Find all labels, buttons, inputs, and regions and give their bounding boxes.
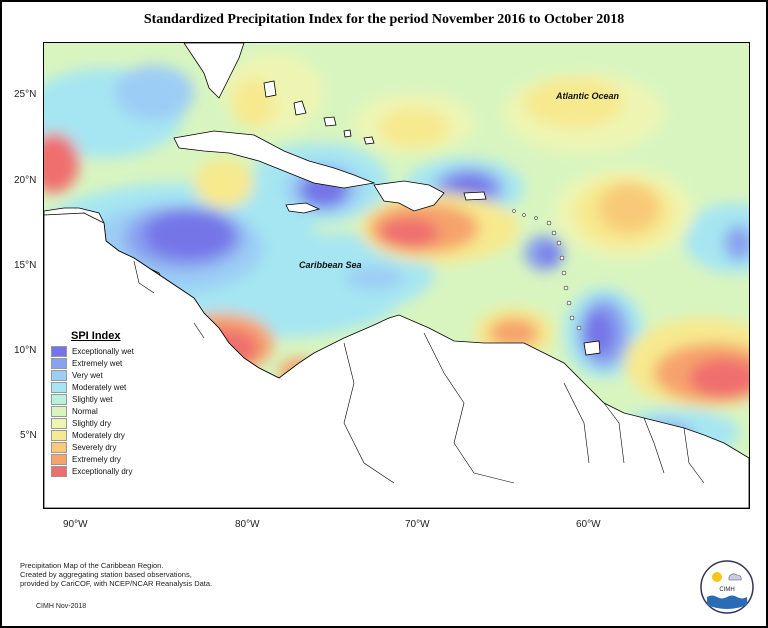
lat-label: 10°N bbox=[14, 345, 37, 356]
lat-label: 20°N bbox=[14, 175, 37, 186]
legend-label: Moderately wet bbox=[72, 383, 127, 392]
spi-legend: SPI Index Exceptionally wet Extremely wet… bbox=[49, 330, 174, 480]
legend-swatch bbox=[51, 394, 67, 405]
legend-swatch bbox=[51, 454, 67, 465]
lat-label: 15°N bbox=[14, 260, 37, 271]
caption-line: Precipitation Map of the Caribbean Regio… bbox=[20, 561, 164, 570]
legend-item: Slightly wet bbox=[49, 394, 174, 405]
legend-swatch bbox=[51, 346, 67, 357]
lon-label: 80°W bbox=[235, 519, 260, 530]
legend-item: Exceptionally dry bbox=[49, 466, 174, 477]
legend-item: Slightly dry bbox=[49, 418, 174, 429]
map-title: Standardized Precipitation Index for the… bbox=[143, 12, 625, 27]
lon-label: 70°W bbox=[405, 519, 430, 530]
legend-item: Exceptionally wet bbox=[49, 346, 174, 357]
legend-swatch bbox=[51, 466, 67, 477]
legend-title: SPI Index bbox=[71, 330, 121, 342]
lesser-antilles bbox=[512, 209, 582, 331]
lat-label: 5°N bbox=[20, 430, 37, 441]
map-caption: Precipitation Map of the Caribbean Regio… bbox=[20, 561, 212, 588]
legend-label: Exceptionally wet bbox=[72, 347, 134, 356]
legend-item: Normal bbox=[49, 406, 174, 417]
legend-label: Slightly wet bbox=[72, 395, 113, 404]
legend-swatch bbox=[51, 442, 67, 453]
legend-item: Severely dry bbox=[49, 442, 174, 453]
legend-label: Normal bbox=[72, 407, 98, 416]
land-masses bbox=[44, 43, 749, 508]
legend-item: Very wet bbox=[49, 370, 174, 381]
legend-swatch bbox=[51, 358, 67, 369]
legend-item: Moderately wet bbox=[49, 382, 174, 393]
legend-label: Very wet bbox=[72, 371, 103, 380]
legend-swatch bbox=[51, 370, 67, 381]
credit-text: CIMH Nov-2018 bbox=[36, 603, 87, 610]
legend-item: Extremely dry bbox=[49, 454, 174, 465]
svg-text:CIMH: CIMH bbox=[719, 587, 734, 593]
legend-label: Extremely wet bbox=[72, 359, 123, 368]
legend-label: Severely dry bbox=[72, 443, 117, 452]
legend-label: Slightly dry bbox=[72, 419, 112, 428]
legend-item: Extremely wet bbox=[49, 358, 174, 369]
caption-line: Created by aggregating station based obs… bbox=[20, 570, 192, 579]
country-borders bbox=[133, 260, 705, 484]
legend-swatch bbox=[51, 430, 67, 441]
lat-label: 25°N bbox=[14, 89, 37, 100]
legend-swatch bbox=[51, 382, 67, 393]
legend-swatch bbox=[51, 418, 67, 429]
legend-label: Exceptionally dry bbox=[72, 467, 133, 476]
legend-label: Moderately dry bbox=[72, 431, 125, 440]
legend-swatch bbox=[51, 406, 67, 417]
lon-label: 90°W bbox=[63, 519, 88, 530]
cimh-logo-icon: CIMH bbox=[700, 560, 754, 614]
lon-label: 60°W bbox=[576, 519, 601, 530]
legend-label: Extremely dry bbox=[72, 455, 121, 464]
atlantic-ocean-label: Atlantic Ocean bbox=[556, 91, 620, 101]
legend-item: Moderately dry bbox=[49, 430, 174, 441]
caribbean-sea-label: Caribbean Sea bbox=[299, 260, 362, 270]
caption-line: provided by CariCOF, with NCEP/NCAR Rean… bbox=[20, 579, 213, 588]
